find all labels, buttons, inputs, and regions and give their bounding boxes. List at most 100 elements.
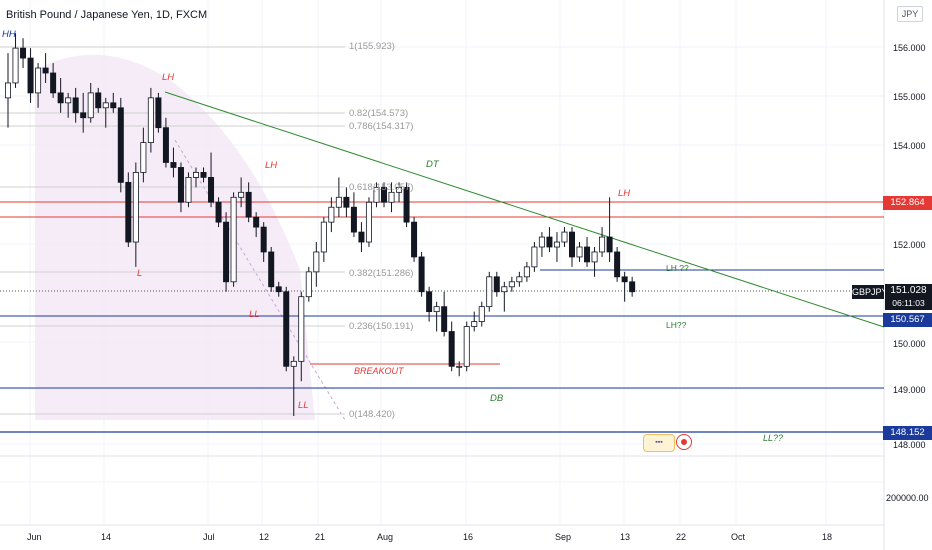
- candle-body: [523, 266, 530, 278]
- candle-body: [546, 236, 553, 248]
- candle-body: [380, 186, 387, 203]
- candle-body: [591, 251, 598, 263]
- candle-body: [147, 97, 154, 143]
- resistance-price-badge: 152.864: [883, 196, 932, 210]
- candle-body: [531, 246, 538, 268]
- l-annotation: L: [137, 268, 143, 279]
- candle-body: [396, 186, 403, 193]
- candle-body: [283, 291, 290, 367]
- price-axis-label: 155.000: [893, 92, 926, 102]
- time-axis-label: 22: [676, 532, 687, 542]
- time-axis-label: 16: [463, 532, 474, 542]
- time-axis-label: 12: [259, 532, 270, 542]
- fib-level-label: 0.382(151.286): [349, 268, 414, 279]
- candle-body: [140, 142, 147, 173]
- price-axis-label: 152.000: [893, 240, 926, 250]
- candle-body: [501, 286, 508, 293]
- lh-annotation: LH: [162, 72, 175, 83]
- candle-body: [478, 306, 485, 322]
- candle-body: [110, 102, 117, 109]
- price-axis-label: 149.000: [893, 385, 926, 395]
- candle-body: [268, 251, 275, 288]
- candle-body: [621, 276, 628, 283]
- current-price-badge: 151.028 06:11:03: [885, 284, 932, 310]
- candle-body: [305, 271, 312, 298]
- candle-body: [313, 251, 320, 273]
- candle-body: [448, 331, 455, 367]
- candle-body: [328, 206, 335, 223]
- price-axis-label: 148.000: [893, 440, 926, 450]
- candle-body: [87, 92, 94, 119]
- fib-level-label: 0.82(154.573): [349, 108, 409, 119]
- currency-button[interactable]: JPY: [897, 6, 923, 22]
- candle-body: [35, 67, 42, 94]
- candle-body: [599, 236, 606, 253]
- lh-question-annotation: LH ??: [666, 263, 689, 273]
- candle-body: [117, 107, 124, 183]
- ticker-badge: GBPJPY: [852, 285, 888, 299]
- candle-body: [50, 72, 57, 94]
- fib-level-label: 0(148.420): [349, 409, 395, 420]
- candle-body: [629, 281, 636, 293]
- ll-annotation: LL: [298, 400, 309, 411]
- candle-body: [538, 236, 545, 248]
- time-axis-label: Sep: [555, 532, 572, 542]
- candle-body: [57, 92, 64, 104]
- candle-body: [170, 162, 177, 168]
- candle-body: [553, 241, 560, 248]
- candle-body: [411, 221, 418, 258]
- candle-body: [42, 67, 49, 74]
- time-axis-label: Oct: [731, 532, 746, 542]
- lh-question-annotation: LH??: [666, 320, 687, 330]
- candle-body: [486, 276, 493, 308]
- candle-body: [508, 281, 515, 288]
- candle-body: [350, 206, 357, 233]
- candle-body: [456, 365, 463, 368]
- candle-body: [185, 176, 192, 203]
- candle-body: [125, 181, 132, 243]
- candle-body: [208, 176, 215, 203]
- candle-body: [365, 201, 372, 243]
- economic-event-flags-icon[interactable]: ▪▪▪: [643, 434, 675, 452]
- candle-body: [373, 186, 380, 203]
- time-axis-label: 13: [620, 532, 631, 542]
- candle-body: [433, 306, 440, 313]
- candle-body: [5, 82, 11, 99]
- dt-annotation: DT: [426, 159, 439, 170]
- candle-body: [132, 172, 139, 243]
- candle-body: [192, 172, 199, 178]
- candle-body: [223, 221, 230, 283]
- hh-annotation: HH: [2, 29, 16, 40]
- candle-body: [388, 191, 395, 203]
- candle-body: [12, 47, 19, 84]
- candle-body: [561, 231, 568, 243]
- candle-body: [200, 172, 207, 178]
- candle-body: [493, 276, 500, 293]
- current-price: 151.028: [890, 285, 927, 296]
- bar-countdown: 06:11:03: [892, 298, 925, 308]
- candle-body: [20, 47, 27, 59]
- db-annotation: DB: [490, 393, 504, 404]
- candle-body: [516, 276, 523, 283]
- symbol-legend-title[interactable]: British Pound / Japanese Yen, 1D, FXCM: [6, 9, 208, 21]
- price-axis-label: 156.000: [893, 43, 926, 53]
- candle-body: [335, 196, 342, 208]
- candle-body: [275, 286, 282, 293]
- support-price-badge: 150.567: [883, 313, 932, 327]
- candle-body: [102, 102, 109, 109]
- breakout-annotation: BREAKOUT: [354, 366, 404, 376]
- time-axis-label: 18: [822, 532, 833, 542]
- candle-body: [463, 326, 470, 367]
- event-marker-icon[interactable]: [676, 434, 692, 450]
- time-axis-label: 14: [101, 532, 112, 542]
- candle-body: [403, 186, 410, 223]
- candle-body: [162, 127, 169, 163]
- candle-body: [358, 231, 365, 243]
- fib-level-label: 0.618(153.057): [349, 182, 414, 193]
- price-axis-label: 154.000: [893, 141, 926, 151]
- candle-body: [253, 216, 260, 228]
- candle-body: [606, 236, 613, 253]
- candle-body: [230, 196, 237, 283]
- fib-level-label: 0.236(150.191): [349, 321, 414, 332]
